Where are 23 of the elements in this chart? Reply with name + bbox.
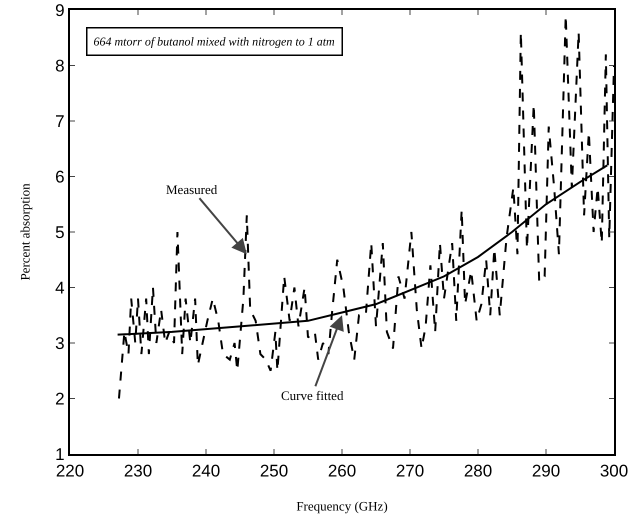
x-tick-label: 220 <box>56 461 84 480</box>
x-tick-label: 250 <box>260 461 288 480</box>
x-tick-label: 270 <box>396 461 424 480</box>
y-axis-title: Percent absorption <box>18 182 33 281</box>
x-tick-label: 280 <box>464 461 492 480</box>
y-tick-label: 5 <box>55 222 65 242</box>
annotation: 664 mtorr of butanol mixed with nitrogen to 1 atm <box>94 34 336 48</box>
x-tick-label: 300 <box>600 461 628 480</box>
x-tick-label: 290 <box>532 461 560 480</box>
y-tick-label: 6 <box>55 167 65 186</box>
y-tick-label: 2 <box>55 389 65 408</box>
y-tick-label: 9 <box>55 0 65 20</box>
x-tick-label: 230 <box>124 461 152 480</box>
x-axis-title: Frequency (GHz) <box>296 498 388 514</box>
annotation: Curve fitted <box>281 388 344 403</box>
y-tick-label: 3 <box>55 334 65 353</box>
y-tick-label: 4 <box>55 278 65 298</box>
y-tick-label: 8 <box>55 56 65 76</box>
x-tick-label: 260 <box>328 461 356 480</box>
y-tick-label: 1 <box>55 444 65 464</box>
y-tick-label: 7 <box>55 112 65 131</box>
x-tick-label: 240 <box>192 461 220 480</box>
annotation: Measured <box>166 182 218 197</box>
